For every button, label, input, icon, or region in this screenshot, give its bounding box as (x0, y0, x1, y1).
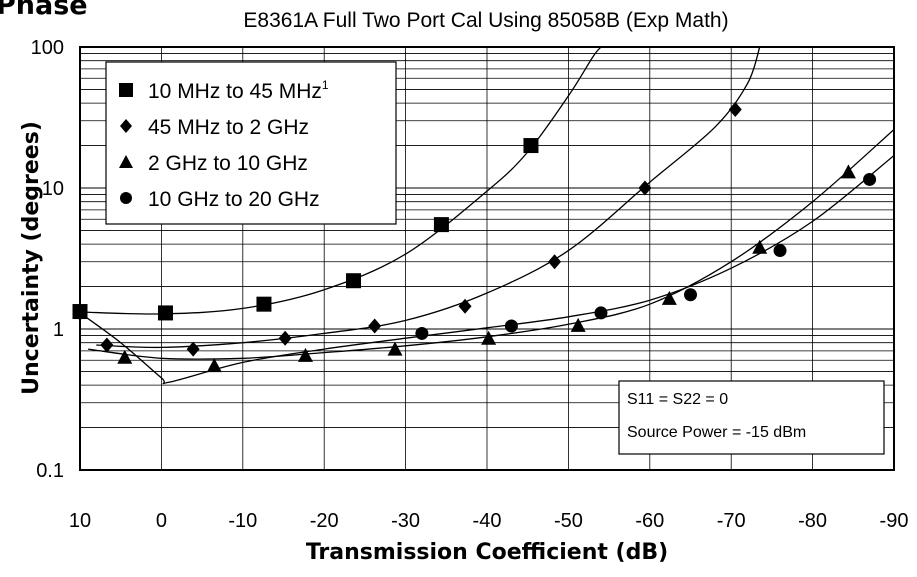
marker-circle (415, 326, 429, 340)
marker-square (256, 296, 272, 312)
legend-marker-triangle (119, 155, 133, 168)
marker-diamond (728, 102, 742, 118)
legend-marker-square (119, 83, 133, 97)
marker-triangle (206, 358, 222, 373)
marker-circle (863, 172, 877, 186)
legend-marker-circle (120, 192, 132, 204)
marker-diamond (278, 330, 292, 346)
marker-triangle (481, 330, 497, 345)
marker-circle (504, 319, 518, 333)
page-heading: Phase (0, 0, 88, 21)
marker-triangle (752, 239, 768, 254)
curve-square (79, 46, 602, 315)
marker-triangle (840, 164, 856, 179)
marker-triangle (297, 347, 313, 362)
data-markers (72, 102, 877, 373)
x-tick-label: -30 (391, 510, 420, 532)
marker-diamond (186, 341, 200, 357)
curve-circle (79, 154, 895, 385)
legend-box (105, 61, 397, 225)
marker-diamond (100, 337, 114, 353)
chart-title: E8361A Full Two Port Cal Using 85058B (E… (243, 9, 728, 32)
marker-circle (684, 288, 697, 302)
x-tick-label: 10 (69, 510, 91, 532)
condition-line-1: S11 = S22 = 0 (627, 391, 728, 408)
y-tick-label: 0.1 (36, 460, 64, 482)
y-tick-label: 100 (31, 37, 64, 59)
marker-triangle (570, 317, 586, 332)
x-tick-label: -90 (880, 510, 909, 532)
legend-label: 10 MHz to 45 MHz1 (148, 78, 329, 103)
marker-diamond (638, 180, 652, 196)
legend: 10 MHz to 45 MHz1 45 MHz to 2 GHz 2 GHz to… (105, 61, 397, 225)
legend-label: 45 MHz to 2 GHz (148, 116, 309, 139)
legend-footnote: 1 (322, 78, 329, 92)
marker-circle (773, 244, 787, 258)
y-tick-labels: 100 10 1 0.1 (31, 37, 64, 482)
marker-circle (594, 306, 608, 320)
marker-square (157, 305, 173, 321)
legend-label: 10 GHz to 20 GHz (148, 188, 320, 211)
marker-triangle (387, 341, 403, 356)
plot-frame (79, 46, 895, 471)
legend-marker-diamond (120, 119, 132, 133)
conditions-frame (618, 380, 885, 455)
marker-diamond (548, 254, 562, 270)
marker-square (346, 273, 362, 289)
x-tick-label: -60 (635, 510, 664, 532)
y-tick-label: 1 (53, 319, 64, 341)
x-tick-label: -80 (798, 510, 827, 532)
marker-square (433, 217, 449, 233)
marker-circle (73, 306, 87, 320)
marker-triangle (117, 349, 133, 364)
condition-line-2: Source Power = -15 dBm (627, 424, 806, 441)
curve-diamond (96, 46, 761, 349)
x-tick-label: -10 (228, 510, 257, 532)
marker-diamond (368, 318, 382, 334)
x-tick-label: -70 (717, 510, 746, 532)
legend-label: 2 GHz to 10 GHz (148, 152, 308, 175)
x-tick-label: -40 (473, 510, 502, 532)
marker-square (523, 138, 539, 154)
conditions-box: S11 = S22 = 0 Source Power = -15 dBm (618, 380, 885, 455)
x-tick-label: -50 (554, 510, 583, 532)
x-axis-label: Transmission Coefficient (dB) (306, 540, 668, 565)
y-axis-label: Uncertainty (degrees) (19, 121, 44, 395)
x-tick-label: -20 (310, 510, 339, 532)
marker-diamond (458, 298, 472, 314)
x-tick-label: 0 (156, 510, 167, 532)
marker-triangle (661, 290, 677, 305)
y-tick-label: 10 (42, 178, 64, 200)
x-tick-labels: 10 0 -10 -20 -30 -40 -50 -60 -70 -80 -90 (69, 510, 909, 532)
